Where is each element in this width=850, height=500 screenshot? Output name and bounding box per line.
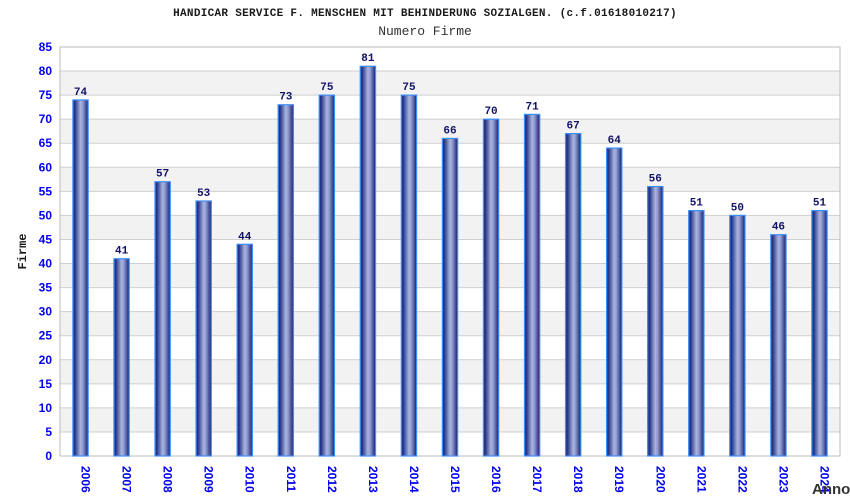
svg-text:55: 55 bbox=[39, 184, 53, 198]
svg-text:2006: 2006 bbox=[79, 466, 93, 493]
svg-text:40: 40 bbox=[39, 257, 53, 271]
svg-text:2023: 2023 bbox=[776, 466, 790, 493]
svg-text:2008: 2008 bbox=[161, 466, 175, 493]
svg-text:50: 50 bbox=[731, 202, 744, 214]
svg-text:70: 70 bbox=[484, 106, 497, 118]
svg-text:2012: 2012 bbox=[325, 466, 339, 493]
svg-text:50: 50 bbox=[39, 208, 53, 222]
svg-text:51: 51 bbox=[813, 198, 827, 210]
svg-text:51: 51 bbox=[690, 198, 704, 210]
svg-text:73: 73 bbox=[279, 92, 293, 104]
svg-text:85: 85 bbox=[39, 40, 53, 54]
svg-text:2015: 2015 bbox=[448, 466, 462, 493]
svg-text:60: 60 bbox=[39, 160, 53, 174]
svg-text:2013: 2013 bbox=[366, 466, 380, 493]
svg-text:80: 80 bbox=[39, 64, 53, 78]
svg-text:2022: 2022 bbox=[735, 466, 749, 493]
svg-text:75: 75 bbox=[402, 82, 416, 94]
svg-text:Anno: Anno bbox=[812, 481, 850, 498]
svg-text:65: 65 bbox=[39, 136, 53, 150]
svg-text:70: 70 bbox=[39, 112, 53, 126]
svg-text:74: 74 bbox=[74, 87, 88, 99]
svg-text:53: 53 bbox=[197, 188, 211, 200]
svg-text:56: 56 bbox=[649, 174, 662, 186]
svg-text:75: 75 bbox=[39, 88, 53, 102]
svg-text:45: 45 bbox=[39, 232, 53, 246]
svg-text:41: 41 bbox=[115, 246, 129, 258]
svg-text:2010: 2010 bbox=[243, 466, 257, 493]
svg-text:44: 44 bbox=[238, 231, 252, 243]
svg-text:0: 0 bbox=[45, 449, 52, 463]
svg-text:20: 20 bbox=[39, 353, 53, 367]
svg-text:25: 25 bbox=[39, 329, 53, 343]
svg-text:35: 35 bbox=[39, 281, 53, 295]
svg-text:15: 15 bbox=[39, 377, 53, 391]
svg-text:2021: 2021 bbox=[694, 466, 708, 493]
svg-text:2011: 2011 bbox=[284, 466, 298, 492]
svg-text:Firme: Firme bbox=[16, 233, 30, 269]
svg-text:2018: 2018 bbox=[571, 466, 585, 493]
svg-text:64: 64 bbox=[608, 135, 622, 147]
svg-text:2014: 2014 bbox=[407, 466, 421, 493]
svg-text:10: 10 bbox=[39, 401, 53, 415]
svg-text:71: 71 bbox=[526, 101, 540, 113]
svg-text:75: 75 bbox=[320, 82, 334, 94]
svg-text:66: 66 bbox=[443, 125, 456, 137]
svg-text:67: 67 bbox=[567, 121, 580, 133]
svg-text:2017: 2017 bbox=[530, 466, 544, 493]
svg-text:2016: 2016 bbox=[489, 466, 503, 493]
svg-text:5: 5 bbox=[45, 425, 52, 439]
svg-text:2019: 2019 bbox=[612, 466, 626, 493]
svg-text:30: 30 bbox=[39, 305, 53, 319]
svg-text:46: 46 bbox=[772, 222, 785, 234]
svg-text:57: 57 bbox=[156, 169, 169, 181]
svg-text:2020: 2020 bbox=[653, 466, 667, 493]
svg-text:81: 81 bbox=[361, 53, 375, 65]
svg-text:2009: 2009 bbox=[202, 466, 216, 493]
svg-text:2007: 2007 bbox=[120, 466, 134, 493]
